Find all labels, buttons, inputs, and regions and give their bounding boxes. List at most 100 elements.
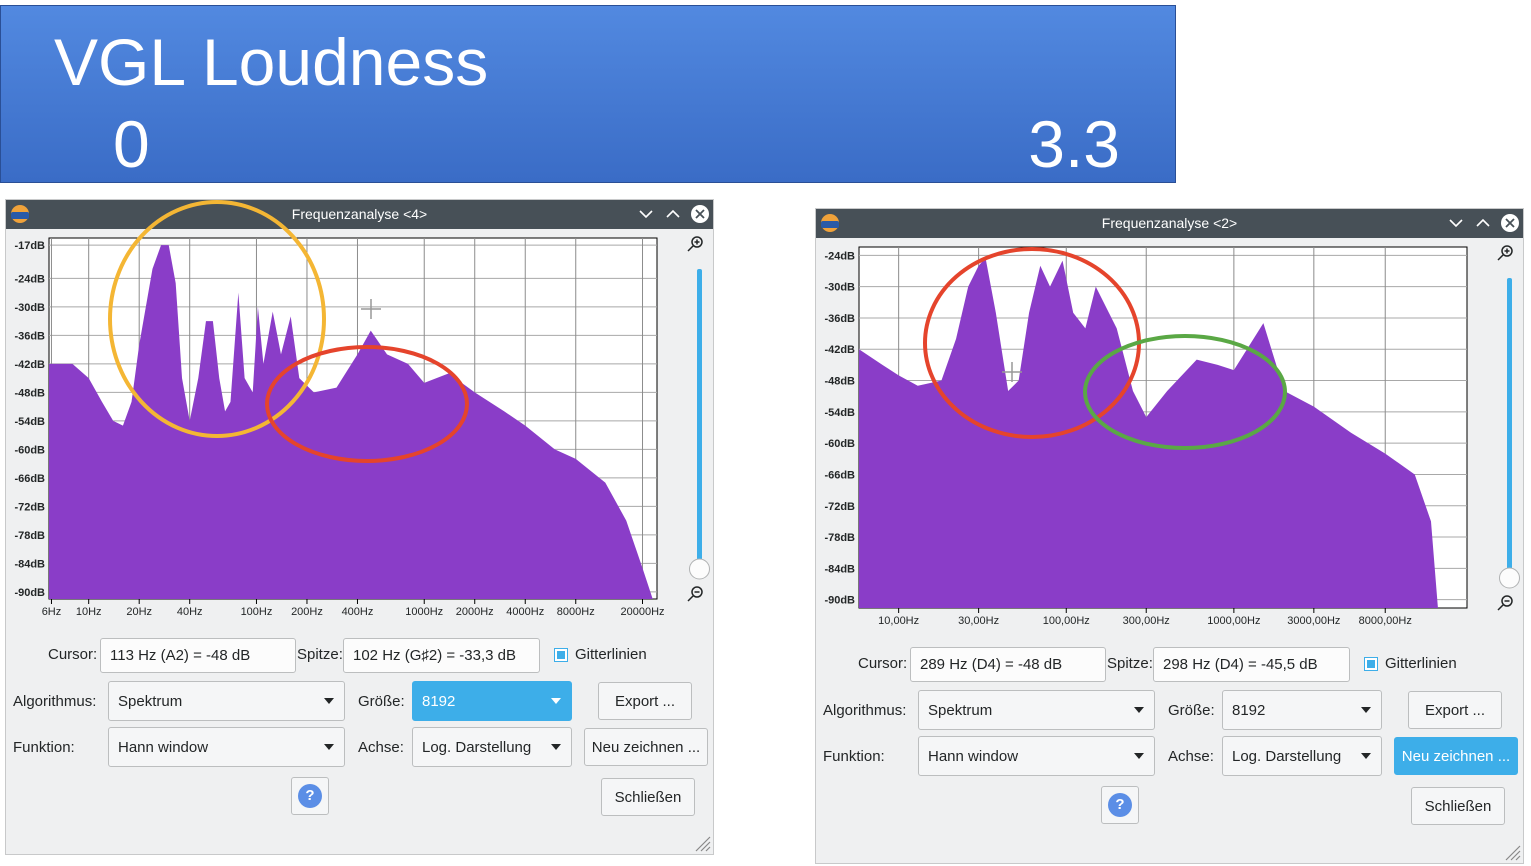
zoom-slider[interactable] bbox=[1486, 238, 1522, 628]
x-tick-label: 30,00Hz bbox=[958, 615, 999, 627]
axis-label: Achse: bbox=[1168, 748, 1214, 765]
zoom-out-handle bbox=[687, 591, 700, 602]
y-tick-label: -66dB bbox=[14, 473, 45, 485]
axis-label: Achse: bbox=[358, 739, 404, 756]
gridlines-label: Gitterlinien bbox=[1385, 655, 1457, 672]
slide-title: VGL Loudness bbox=[54, 25, 489, 99]
zoom-in-icon[interactable] bbox=[691, 236, 703, 248]
y-tick-label: -72dB bbox=[824, 501, 855, 513]
slider-knob[interactable] bbox=[1499, 567, 1520, 589]
x-tick-label: 100Hz bbox=[241, 606, 273, 618]
gridlines-checkbox[interactable] bbox=[554, 648, 568, 662]
title-banner: VGL Loudness 0 3.3 bbox=[0, 5, 1176, 183]
axis-combo[interactable]: Log. Darstellung bbox=[412, 727, 572, 767]
export-button[interactable]: Export ... bbox=[1408, 691, 1502, 729]
gridlines-checkbox[interactable] bbox=[1364, 657, 1378, 671]
y-tick-label: -84dB bbox=[824, 563, 855, 575]
maximize-button[interactable] bbox=[1476, 218, 1490, 227]
x-tick-label: 8000,00Hz bbox=[1359, 615, 1412, 627]
window-title: Frequenzanalyse <2> bbox=[1101, 215, 1238, 231]
x-tick-label: 6Hz bbox=[42, 606, 62, 618]
algorithm-combo[interactable]: Spektrum bbox=[918, 690, 1155, 730]
x-tick-label: 1000Hz bbox=[405, 606, 443, 618]
size-combo[interactable]: 8192 bbox=[1222, 690, 1382, 730]
title-bar: Frequenzanalyse <4> bbox=[6, 200, 713, 229]
close-x bbox=[1505, 218, 1515, 228]
zoom-out-icon[interactable] bbox=[1501, 595, 1513, 607]
y-tick-label: -48dB bbox=[824, 376, 855, 388]
y-tick-label: -54dB bbox=[824, 407, 855, 419]
slider-track bbox=[1507, 278, 1512, 570]
zoom-in-handle bbox=[687, 239, 700, 252]
x-tick-label: 8000Hz bbox=[557, 606, 595, 618]
peak-label: Spitze: bbox=[1107, 655, 1153, 672]
help-icon: ? bbox=[1108, 793, 1132, 817]
y-tick-label: -90dB bbox=[824, 595, 855, 607]
maximize-button[interactable] bbox=[666, 209, 680, 218]
algorithm-label: Algorithmus: bbox=[823, 702, 907, 719]
x-tick-label: 1000,00Hz bbox=[1207, 615, 1260, 627]
size-label: Größe: bbox=[358, 693, 405, 710]
y-tick-label: -30dB bbox=[824, 282, 855, 294]
close-button[interactable]: Schließen bbox=[601, 778, 695, 816]
dialog-window: Frequenzanalyse <2> -24dB -30dB -36dB -42dB -… bbox=[815, 208, 1524, 864]
y-tick-label: -66dB bbox=[824, 469, 855, 481]
redraw-button[interactable]: Neu zeichnen ... bbox=[1394, 737, 1518, 775]
y-tick-label: -48dB bbox=[14, 387, 45, 399]
x-tick-label: 4000Hz bbox=[506, 606, 544, 618]
slider-knob[interactable] bbox=[689, 558, 710, 580]
x-tick-label: 300,00Hz bbox=[1123, 615, 1170, 627]
zoom-in-icon[interactable] bbox=[1501, 245, 1513, 257]
spectrum-plot: -24dB -30dB -36dB -42dB -48dB -54dB -60dB -66dB… bbox=[824, 246, 1468, 627]
redraw-button[interactable]: Neu zeichnen ... bbox=[584, 728, 708, 766]
resize-grip[interactable] bbox=[692, 833, 712, 853]
close-button[interactable]: Schließen bbox=[1411, 787, 1505, 825]
help-button[interactable]: ? bbox=[291, 777, 329, 815]
function-combo[interactable]: Hann window bbox=[918, 736, 1155, 776]
x-tick-label: 10,00Hz bbox=[878, 615, 919, 627]
y-tick-label: -54dB bbox=[14, 416, 45, 428]
resize-grip[interactable] bbox=[1502, 842, 1522, 862]
y-tick-label: -78dB bbox=[824, 532, 855, 544]
algorithm-label: Algorithmus: bbox=[13, 693, 97, 710]
window-controls bbox=[821, 214, 1519, 232]
minimize-button[interactable] bbox=[639, 210, 653, 219]
function-label: Funktion: bbox=[823, 748, 885, 765]
y-tick-label: -78dB bbox=[14, 530, 45, 542]
left-label: 0 bbox=[113, 107, 150, 181]
x-tick-label: 20000Hz bbox=[620, 606, 664, 618]
size-combo[interactable]: 8192 bbox=[412, 681, 572, 721]
x-tick-label: 100,00Hz bbox=[1043, 615, 1090, 627]
grip-lines bbox=[1505, 845, 1521, 861]
minimize-button[interactable] bbox=[1449, 219, 1463, 228]
cursor-field: 113 Hz (A2) = -48 dB bbox=[100, 638, 296, 673]
y-tick-label: -84dB bbox=[14, 558, 45, 570]
y-tick-label: -90dB bbox=[14, 587, 45, 599]
x-tick-label: 400Hz bbox=[342, 606, 374, 618]
function-combo[interactable]: Hann window bbox=[108, 727, 345, 767]
zoom-out-icon[interactable] bbox=[691, 586, 703, 598]
algorithm-combo[interactable]: Spektrum bbox=[108, 681, 345, 721]
help-icon: ? bbox=[298, 784, 322, 808]
cursor-field: 289 Hz (D4) = -48 dB bbox=[910, 647, 1106, 682]
x-tick-label: 3000,00Hz bbox=[1287, 615, 1340, 627]
dialog-window: Frequenzanalyse <4> -17dB -24dB -30dB -36dB -… bbox=[5, 199, 714, 855]
y-tick-label: -42dB bbox=[824, 344, 855, 356]
axis-combo[interactable]: Log. Darstellung bbox=[1222, 736, 1382, 776]
right-label: 3.3 bbox=[1028, 107, 1120, 181]
gridlines-label: Gitterlinien bbox=[575, 646, 647, 663]
app-icon-band bbox=[11, 212, 29, 219]
title-bar: Frequenzanalyse <2> bbox=[816, 209, 1523, 238]
export-button[interactable]: Export ... bbox=[598, 682, 692, 720]
x-tick-label: 10Hz bbox=[76, 606, 102, 618]
cursor-label: Cursor: bbox=[48, 646, 98, 663]
help-button[interactable]: ? bbox=[1101, 786, 1139, 824]
peak-label: Spitze: bbox=[297, 646, 343, 663]
y-tick-label: -36dB bbox=[824, 313, 855, 325]
close-x bbox=[695, 209, 705, 219]
app-icon-band bbox=[821, 221, 839, 228]
zoom-slider[interactable] bbox=[676, 229, 712, 619]
cursor-label: Cursor: bbox=[858, 655, 908, 672]
window-controls bbox=[11, 205, 709, 223]
